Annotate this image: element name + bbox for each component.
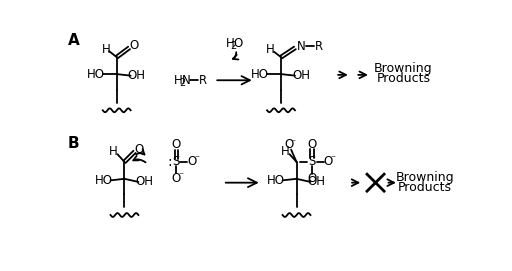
- Text: O: O: [187, 155, 197, 168]
- Text: Products: Products: [398, 181, 452, 194]
- Text: R: R: [199, 74, 207, 87]
- Text: S: S: [308, 155, 316, 168]
- Text: O: O: [307, 172, 316, 185]
- Text: H: H: [174, 74, 183, 87]
- Text: H: H: [281, 145, 290, 158]
- Text: N: N: [297, 40, 306, 53]
- Text: ⁻: ⁻: [194, 154, 199, 164]
- Text: H: H: [109, 145, 118, 158]
- Text: H: H: [225, 37, 234, 50]
- Text: O: O: [324, 155, 333, 168]
- Text: Browning: Browning: [396, 171, 455, 184]
- Text: HO: HO: [251, 67, 269, 80]
- Text: OH: OH: [292, 69, 310, 82]
- Text: O: O: [172, 138, 181, 151]
- Text: N: N: [182, 74, 191, 87]
- Text: R: R: [315, 40, 323, 53]
- Text: O: O: [172, 172, 181, 185]
- Text: 2: 2: [179, 78, 186, 88]
- Text: B: B: [68, 136, 79, 151]
- Text: HO: HO: [95, 174, 113, 187]
- Text: ⁻: ⁻: [179, 172, 184, 182]
- Text: S: S: [173, 155, 180, 168]
- Text: A: A: [68, 33, 79, 48]
- Text: 2: 2: [230, 41, 237, 51]
- Text: H: H: [101, 43, 110, 56]
- Text: ⁻: ⁻: [330, 154, 335, 164]
- Text: HO: HO: [87, 67, 105, 80]
- Text: O: O: [129, 39, 138, 52]
- Text: OH: OH: [128, 69, 146, 82]
- Text: O: O: [284, 138, 293, 151]
- Text: O: O: [234, 37, 243, 50]
- Text: HO: HO: [267, 174, 285, 187]
- Text: O: O: [135, 143, 144, 156]
- Text: H: H: [266, 43, 274, 56]
- Text: :: :: [168, 155, 173, 169]
- Text: OH: OH: [308, 175, 326, 188]
- Text: Browning: Browning: [374, 62, 433, 75]
- Text: ⁻: ⁻: [291, 138, 296, 149]
- Text: OH: OH: [136, 175, 154, 188]
- Text: O: O: [307, 138, 316, 151]
- Text: Products: Products: [376, 72, 431, 85]
